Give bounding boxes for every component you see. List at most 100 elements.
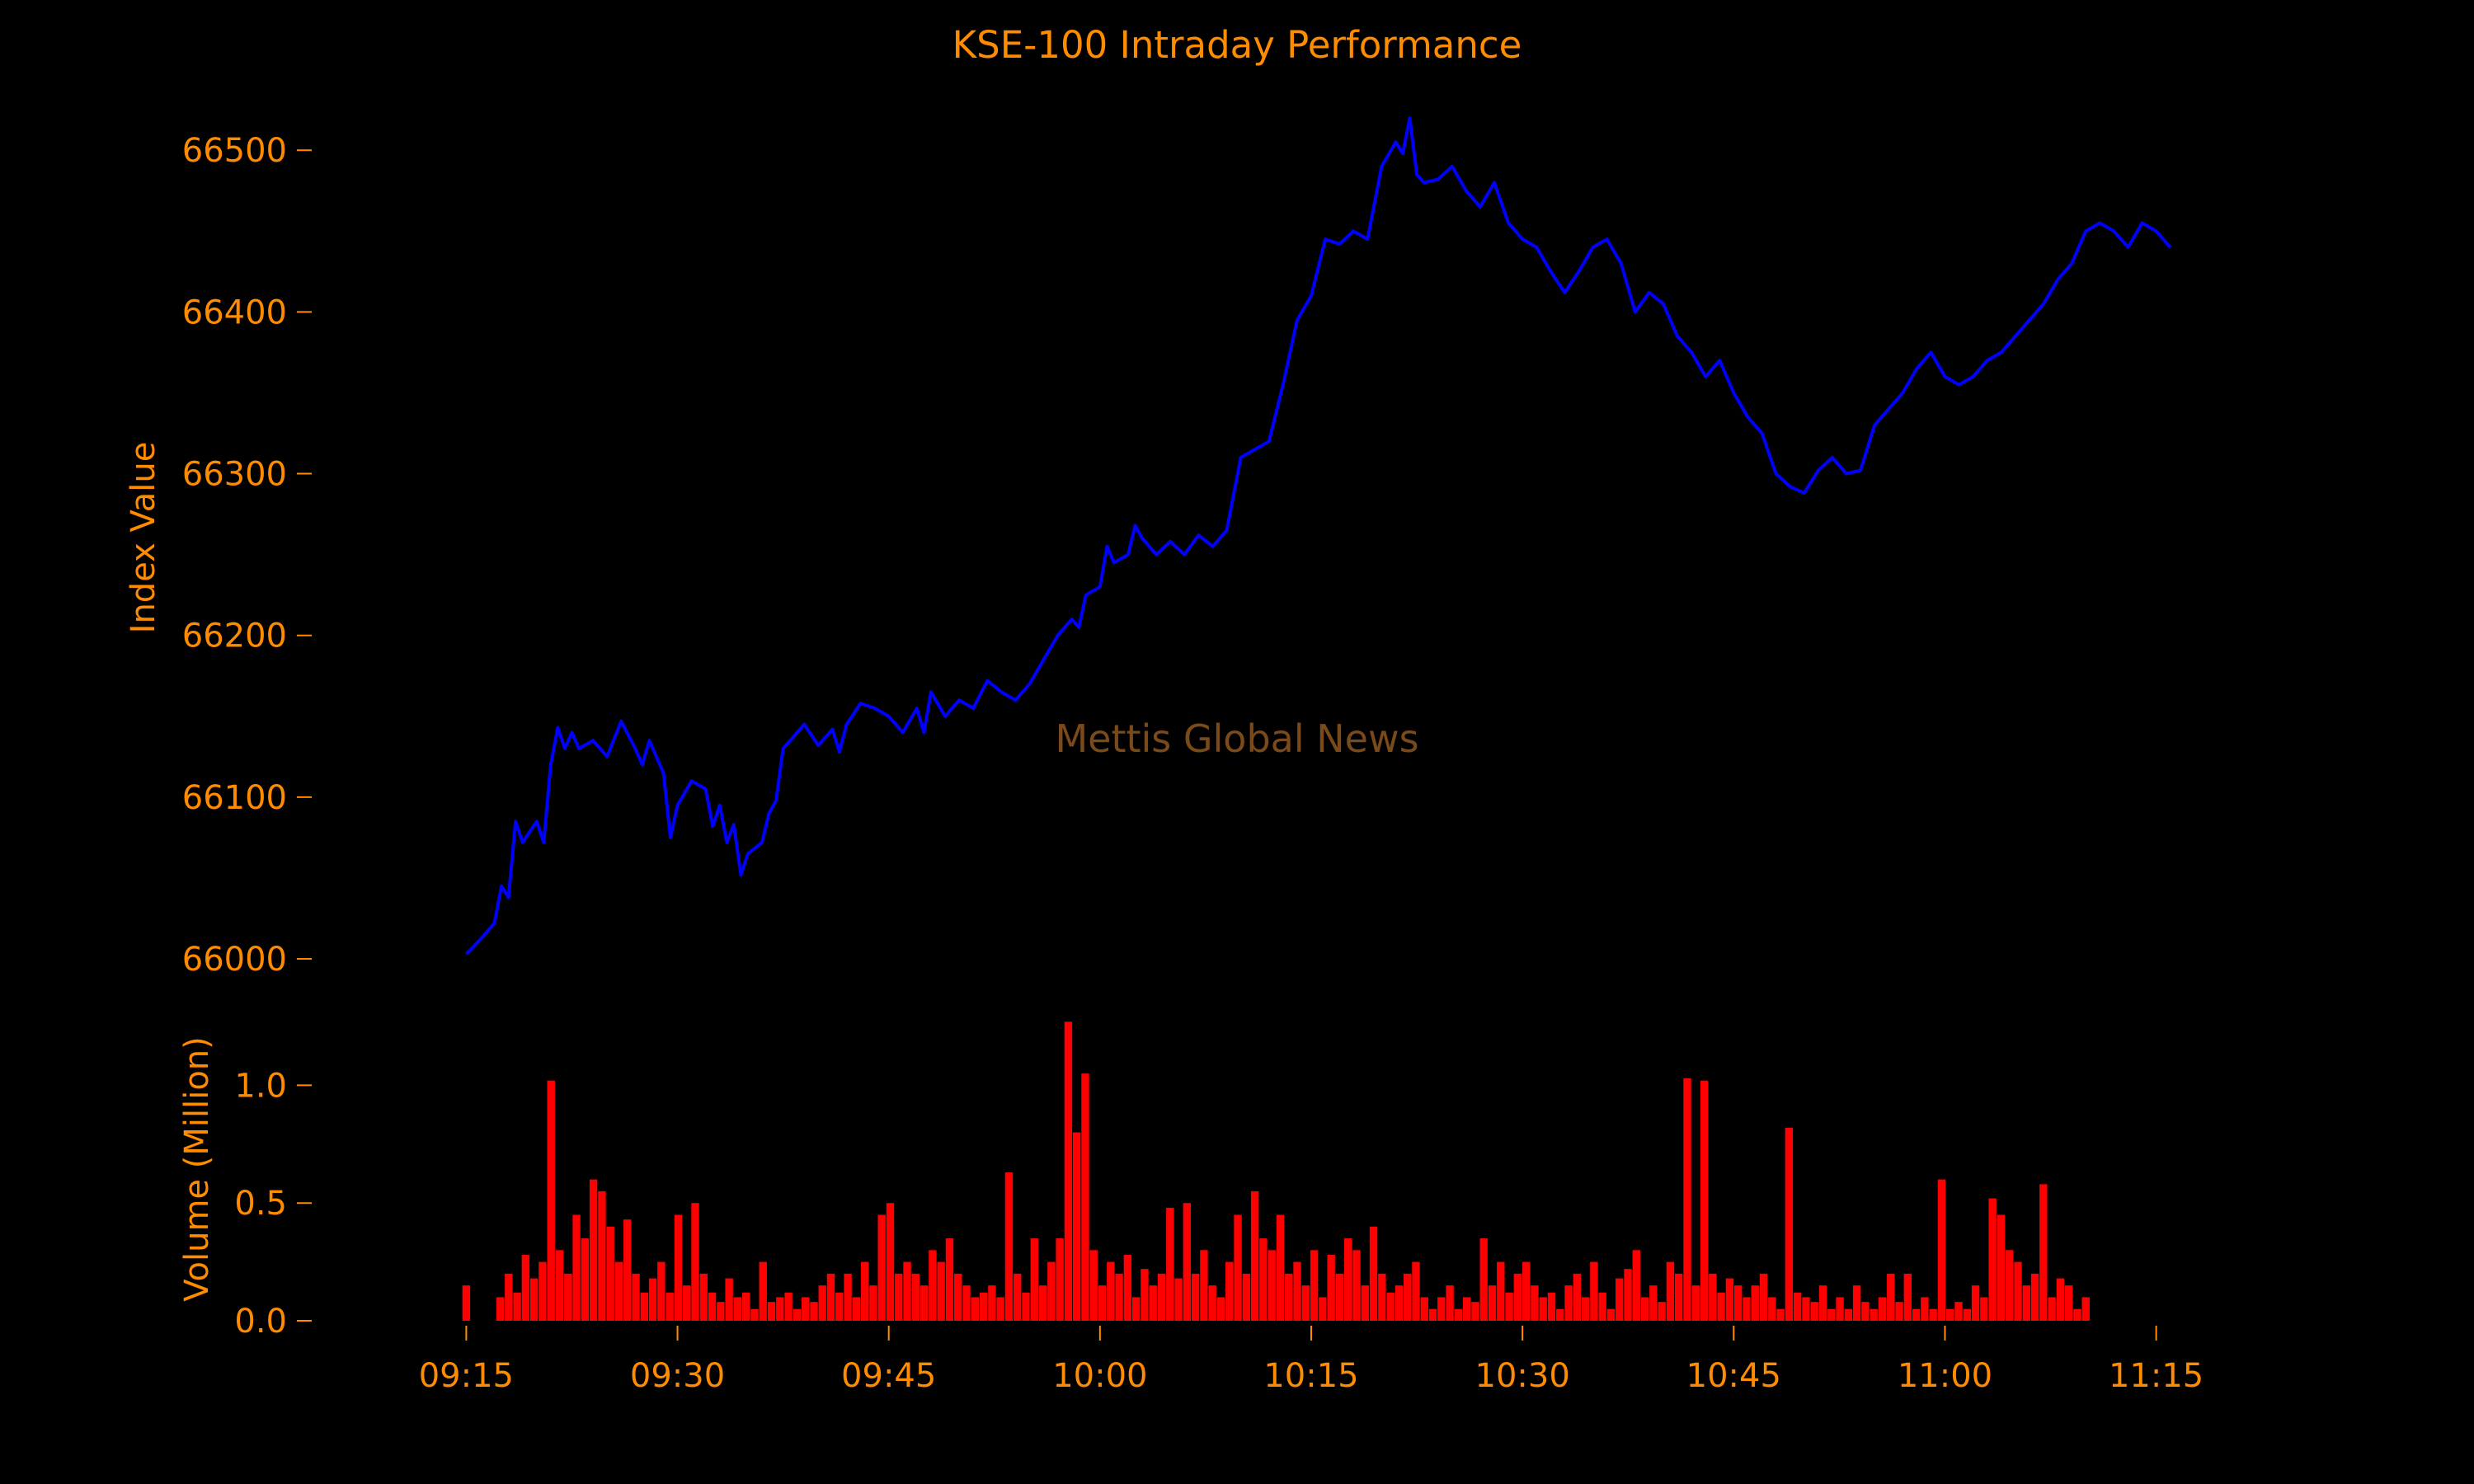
volume-bar <box>1038 1285 1047 1321</box>
price-tick-label: 66100 <box>182 779 287 817</box>
volume-bar <box>886 1203 895 1321</box>
price-tick-label: 66300 <box>182 456 287 494</box>
volume-bar <box>1301 1285 1310 1321</box>
volume-bar <box>683 1285 691 1321</box>
price-y-ticks: 66000 66100 66200 66300 66400 66500 <box>182 132 312 979</box>
volume-bar <box>1963 1308 1971 1321</box>
volume-bar <box>1895 1302 1903 1321</box>
volume-bar <box>1004 1172 1014 1321</box>
volume-bar <box>1285 1273 1293 1321</box>
volume-bar <box>539 1261 547 1321</box>
volume-bar <box>1573 1273 1582 1321</box>
volume-bar <box>1624 1269 1632 1321</box>
volume-bar <box>2073 1308 2081 1321</box>
volume-bar <box>1234 1214 1242 1321</box>
volume-bar <box>598 1190 606 1321</box>
volume-bar <box>988 1285 996 1321</box>
volume-bar <box>954 1273 962 1321</box>
volume-bar <box>640 1292 649 1321</box>
volume-bar <box>1709 1273 1717 1321</box>
volume-bar <box>1802 1297 1810 1321</box>
price-tick-label: 66400 <box>182 294 287 331</box>
volume-bar <box>767 1302 776 1321</box>
volume-bar <box>1921 1297 1929 1321</box>
volume-bar <box>741 1292 750 1321</box>
volume-bar <box>1200 1250 1208 1321</box>
volume-bar <box>1064 1021 1073 1321</box>
volume-bar <box>657 1261 666 1321</box>
volume-bar <box>1378 1273 1386 1321</box>
volume-bar <box>1014 1273 1022 1321</box>
volume-bar <box>1997 1214 2006 1321</box>
volume-bar <box>1505 1292 1513 1321</box>
volume-bar <box>835 1292 844 1321</box>
volume-bars <box>462 1021 2090 1321</box>
volume-bar <box>1513 1273 1522 1321</box>
volume-bar <box>2039 1184 2048 1321</box>
volume-bar <box>1539 1297 1547 1321</box>
volume-bar <box>564 1273 572 1321</box>
volume-bar <box>1276 1214 1285 1321</box>
volume-bar <box>996 1297 1004 1321</box>
volume-bar <box>1640 1297 1649 1321</box>
volume-bar <box>1861 1302 1870 1321</box>
volume-bar <box>632 1273 640 1321</box>
volume-bar <box>1056 1238 1064 1321</box>
volume-bar <box>1988 1198 1997 1321</box>
price-tick-label: 66000 <box>182 941 287 979</box>
volume-bar <box>1098 1285 1107 1321</box>
index-value-line <box>464 116 2172 956</box>
volume-bar <box>750 1308 759 1321</box>
volume-bar <box>547 1080 555 1321</box>
volume-bar <box>895 1273 903 1321</box>
volume-bar <box>1878 1297 1887 1321</box>
volume-bar <box>852 1297 861 1321</box>
volume-bar <box>1352 1250 1361 1321</box>
volume-bar <box>1666 1261 1675 1321</box>
volume-bar <box>818 1285 826 1321</box>
volume-bar <box>979 1292 988 1321</box>
volume-bar <box>1259 1238 1268 1321</box>
volume-bar <box>1581 1297 1590 1321</box>
volume-bar <box>1361 1285 1369 1321</box>
volume-bar <box>1462 1297 1471 1321</box>
volume-bar <box>648 1278 657 1321</box>
volume-bar <box>1887 1273 1895 1321</box>
volume-bar <box>1454 1308 1463 1321</box>
volume-bar <box>1022 1292 1030 1321</box>
volume-tick-label: 0.5 <box>234 1185 287 1223</box>
time-tick-label: 10:15 <box>1263 1357 1358 1395</box>
volume-bar <box>1590 1261 1598 1321</box>
volume-bar <box>1191 1273 1200 1321</box>
volume-bar <box>2048 1297 2056 1321</box>
volume-bar <box>1141 1269 1149 1321</box>
volume-bar <box>1344 1238 1352 1321</box>
volume-bar <box>1310 1250 1319 1321</box>
time-tick-label: 09:15 <box>419 1357 514 1395</box>
volume-bar <box>555 1250 564 1321</box>
volume-bar <box>1268 1250 1276 1321</box>
volume-bar <box>1675 1273 1683 1321</box>
volume-bar <box>1547 1292 1556 1321</box>
volume-bar <box>784 1292 793 1321</box>
volume-bar <box>581 1238 590 1321</box>
volume-bar <box>1208 1285 1216 1321</box>
volume-bar <box>1691 1285 1700 1321</box>
volume-bar <box>1929 1308 1937 1321</box>
volume-tick-label: 0.0 <box>234 1303 287 1341</box>
volume-bar <box>1616 1278 1624 1321</box>
volume-bar <box>1174 1278 1183 1321</box>
volume-bar <box>1131 1297 1141 1321</box>
volume-bar <box>1531 1285 1539 1321</box>
chart-title: KSE-100 Intraday Performance <box>952 23 1522 67</box>
volume-bar <box>1089 1250 1098 1321</box>
volume-bar <box>2022 1285 2030 1321</box>
volume-bar <box>1420 1297 1428 1321</box>
volume-bar <box>1395 1285 1404 1321</box>
volume-bar <box>1759 1273 1768 1321</box>
volume-bar <box>1903 1273 1912 1321</box>
volume-bar <box>1725 1278 1734 1321</box>
volume-bar <box>869 1285 877 1321</box>
volume-bar <box>1827 1308 1836 1321</box>
volume-bar <box>1327 1255 1335 1321</box>
